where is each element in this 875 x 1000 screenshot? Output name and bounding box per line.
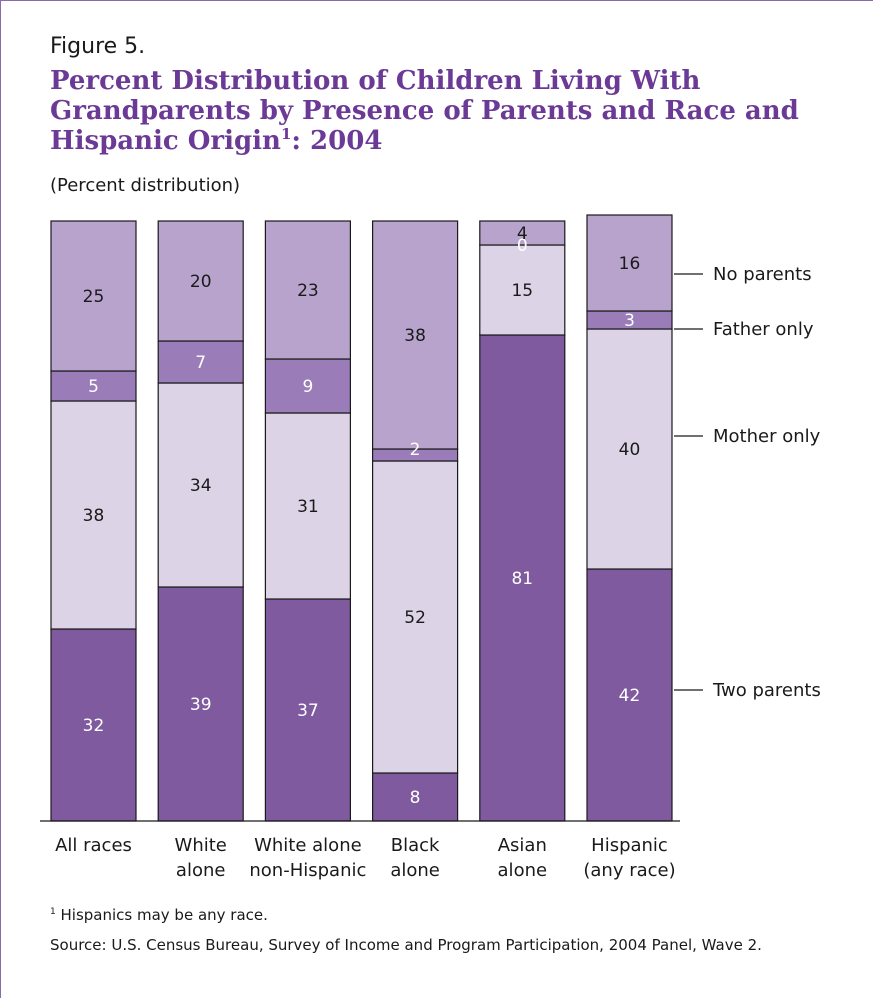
bar-segment (50, 220, 137, 372)
x-tick-label: alone (498, 860, 548, 881)
x-tick-label: alone (390, 860, 440, 881)
bar-value-label: 8 (410, 788, 421, 808)
bar-segment (372, 772, 459, 822)
bar-value-label: 25 (83, 287, 105, 307)
source-note: Source: U.S. Census Bureau, Survey of In… (50, 936, 762, 954)
figure-title: Percent Distribution of Children Living … (50, 66, 850, 156)
bar-segment (479, 220, 566, 246)
x-tick-label: non-Hispanic (249, 860, 366, 881)
bar-value-label: 52 (404, 608, 426, 628)
bar-segment (372, 220, 459, 450)
bar-value-label: 7 (195, 353, 206, 373)
legend-label: Mother only (713, 426, 821, 447)
x-tick-label: All races (55, 835, 132, 856)
x-tick-label: alone (176, 860, 226, 881)
figure-subtitle: (Percent distribution) (50, 175, 241, 196)
bar-segment (586, 214, 673, 312)
bar-segment (157, 382, 244, 588)
figure-title-text: Percent Distribution of Children Living … (50, 66, 799, 156)
bar-value-label: 81 (511, 569, 533, 589)
footnote-text: Hispanics may be any race. (55, 906, 268, 924)
bar-value-label: 32 (83, 716, 105, 736)
bar-segment (372, 460, 459, 774)
x-tick-label: (any race) (583, 860, 675, 881)
x-tick-label: Hispanic (591, 835, 668, 856)
bar-value-label: 37 (297, 701, 319, 721)
bar-segment (479, 244, 566, 336)
bar-value-label: 38 (404, 326, 426, 346)
bar-value-label: 16 (619, 254, 641, 274)
bar-segment (157, 340, 244, 384)
bar-value-label: 34 (190, 476, 212, 496)
legend-label: Father only (713, 319, 814, 340)
figure-label: Figure 5. (50, 34, 146, 59)
bar-value-label: 15 (511, 281, 533, 301)
legend-label: Two parents (712, 680, 821, 701)
figure-title-footnote-marker: 1 (280, 125, 292, 143)
bar-value-label: 20 (190, 272, 212, 292)
footnote-marker: 1 (50, 907, 56, 917)
bar-value-label: 0 (517, 236, 528, 256)
bar-value-label: 2 (410, 440, 421, 460)
bar-segment (479, 334, 566, 822)
bar-segment (264, 412, 351, 600)
x-tick-label: White (175, 835, 227, 856)
bar-value-label: 42 (619, 686, 641, 706)
bar-value-label: 23 (297, 281, 319, 301)
bar-value-label: 38 (83, 506, 105, 526)
x-tick-label: Asian (498, 835, 547, 856)
bar-value-label: 39 (190, 695, 212, 715)
footnote: 1 Hispanics may be any race. (50, 906, 268, 924)
bar-value-label: 3 (624, 311, 635, 331)
bar-value-label: 4 (517, 224, 528, 244)
bar-segment (50, 400, 137, 630)
bar-segment (157, 220, 244, 342)
x-tick-label: White alone (254, 835, 362, 856)
bar-segment (264, 220, 351, 360)
legend-label: No parents (713, 264, 812, 285)
x-tick-label: Black (391, 835, 440, 856)
bar-value-label: 9 (302, 377, 313, 397)
bar-value-label: 40 (619, 440, 641, 460)
bar-segment (586, 328, 673, 570)
bar-value-label: 5 (88, 377, 99, 397)
bar-value-label: 31 (297, 497, 319, 517)
figure-title-year: : 2004 (291, 126, 383, 156)
